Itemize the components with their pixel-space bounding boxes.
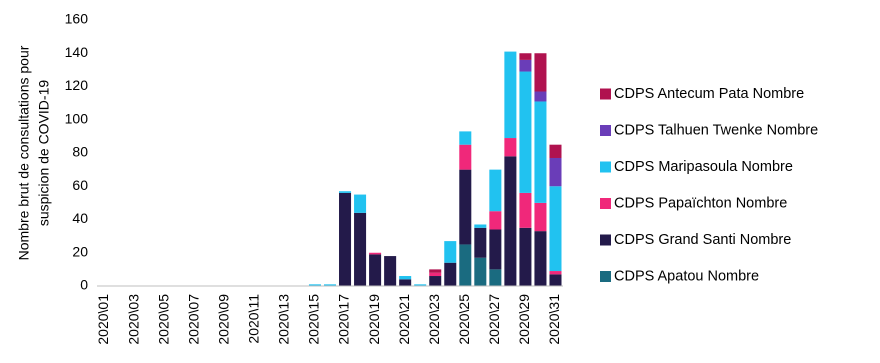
y-axis-title-line: suspicion de COVID-19: [36, 80, 52, 227]
bar-segment: [504, 138, 517, 157]
bar-segment: [369, 252, 382, 255]
bar-segment: [504, 156, 517, 286]
bar-segment: [429, 272, 442, 277]
x-tick-label: 2020\01: [95, 294, 111, 345]
y-tick-label: 40: [72, 210, 88, 226]
x-tick-label: 2020\11: [246, 294, 262, 344]
bar-segment: [459, 169, 472, 245]
x-tick-label: 2020\13: [276, 294, 292, 345]
x-tick-label: 2020\09: [215, 294, 231, 345]
bar-segment: [384, 256, 397, 286]
y-axis-tick-labels: 0 20 40 60 80 100 120 140 160: [65, 11, 89, 293]
bar-segment: [339, 192, 352, 286]
legend-swatch: [600, 198, 611, 209]
x-tick-label: 2020\25: [456, 294, 472, 345]
x-tick-label: 2020\03: [125, 294, 141, 345]
bar-segment: [549, 271, 562, 275]
y-tick-label: 140: [65, 44, 89, 60]
y-tick-label: 120: [65, 77, 89, 93]
bar-segment: [519, 53, 532, 60]
legend-label: CDPS Talhuen Twenke Nombre: [614, 122, 818, 138]
legend: CDPS Antecum Pata Nombre CDPS Talhuen Twe…: [600, 86, 818, 284]
x-tick-label: 2020\29: [516, 294, 532, 345]
bar-segment: [474, 224, 487, 228]
bar-segment: [504, 51, 517, 139]
bar-segment: [549, 157, 562, 187]
legend-swatch: [600, 88, 611, 100]
bar-segment: [519, 192, 532, 228]
bar-segment: [339, 191, 352, 193]
bar-segment: [429, 276, 442, 286]
bar-segment: [308, 284, 321, 286]
x-tick-label: 2020\23: [426, 294, 442, 345]
legend-label: CDPS Antecum Pata Nombre: [614, 86, 804, 102]
bar-segment: [534, 101, 547, 203]
bar-segment: [444, 262, 457, 286]
x-axis-tick-labels: 2020\01 2020\03 2020\05 2020\07 2020\09 2020\…: [95, 294, 562, 345]
bar-segment: [489, 269, 502, 287]
bar-segment: [444, 241, 457, 263]
bar-segment: [354, 212, 367, 286]
bar-segment: [429, 269, 442, 273]
legend-label: CDPS Apatou Nombre: [614, 268, 759, 284]
legend-swatch: [600, 271, 611, 282]
x-tick-label: 2020\05: [155, 294, 171, 345]
bar-segment: [519, 59, 532, 72]
bar-segment: [534, 53, 547, 92]
bar-segment: [459, 144, 472, 170]
bar-segment: [323, 284, 337, 286]
x-tick-label: 2020\17: [336, 294, 352, 345]
x-tick-label: 2020\15: [306, 294, 322, 345]
bar-segment: [549, 186, 562, 272]
bar-segment: [489, 229, 502, 270]
bar-segment: [519, 227, 532, 286]
legend-label: CDPS Papaïchton Nombre: [614, 195, 787, 211]
bar-segment: [549, 274, 562, 286]
y-axis-title: Nombre brut de consultations pour suspici…: [16, 45, 52, 260]
x-tick-label: 2020\07: [185, 294, 201, 345]
legend-label: CDPS Maripasoula Nombre: [614, 159, 793, 175]
legend-swatch: [600, 161, 611, 173]
bar-segment: [474, 257, 487, 286]
x-tick-label: 2020\19: [366, 294, 382, 345]
x-tick-label: 2020\21: [396, 294, 412, 345]
y-tick-label: 160: [65, 11, 89, 27]
y-axis-title-line: Nombre brut de consultations pour: [16, 45, 32, 260]
y-tick-label: 100: [65, 110, 89, 126]
bar-segment: [534, 91, 547, 102]
bar-segment: [519, 71, 532, 193]
bar-segment: [459, 131, 472, 145]
y-tick-label: 60: [72, 177, 88, 193]
bar-segment: [399, 276, 412, 280]
bar-segment: [489, 169, 502, 212]
bar-segment: [369, 254, 382, 286]
bar-segment: [549, 144, 562, 158]
x-tick-label: 2020\31: [546, 294, 562, 345]
x-tick-label: 2020\27: [486, 294, 502, 345]
bar-segment: [534, 231, 547, 286]
y-tick-label: 0: [80, 277, 88, 293]
bar-segment: [414, 284, 427, 286]
legend-swatch: [600, 125, 611, 136]
legend-swatch: [600, 234, 611, 246]
bar-segment: [474, 227, 487, 258]
bars: [308, 51, 562, 287]
bar-segment: [534, 202, 547, 232]
y-tick-label: 80: [72, 144, 88, 160]
y-tick-label: 20: [72, 243, 88, 259]
bar-segment: [489, 211, 502, 230]
bar-segment: [354, 194, 367, 213]
bar-segment: [459, 244, 472, 286]
legend-label: CDPS Grand Santi Nombre: [614, 232, 791, 248]
bar-segment: [399, 279, 412, 286]
